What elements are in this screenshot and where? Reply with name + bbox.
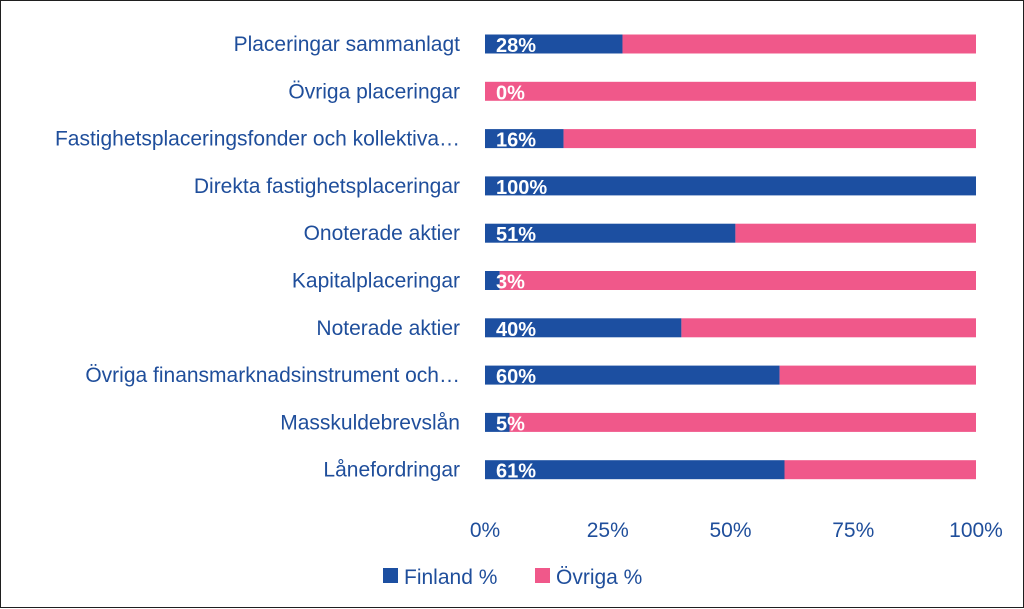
category-label: Noterade aktier <box>316 317 460 340</box>
category-label: Fastighetsplaceringsfonder och kollektiv… <box>55 128 460 151</box>
x-tick-label: 0% <box>470 519 500 542</box>
legend-label: Övriga % <box>556 566 642 589</box>
bar-segment-finland <box>485 365 780 385</box>
bar-segment-ovriga <box>622 34 976 54</box>
legend-swatch-ovriga <box>535 568 550 583</box>
data-label: 40% <box>496 319 536 341</box>
data-label: 60% <box>496 366 536 388</box>
category-label: Kapitalplaceringar <box>292 270 460 293</box>
bar-segment-ovriga <box>563 129 976 149</box>
x-tick-label: 25% <box>587 519 629 542</box>
bar-segment-ovriga <box>784 460 976 480</box>
category-label: Direkta fastighetsplaceringar <box>194 175 460 198</box>
bar-segment-finland <box>485 129 564 149</box>
bar-segment-ovriga <box>681 318 976 338</box>
bar-segment-ovriga <box>735 223 976 243</box>
category-label: Övriga placeringar <box>288 80 460 103</box>
category-label: Placeringar sammanlagt <box>234 33 461 56</box>
bar-segment-finland <box>485 412 510 432</box>
bar-segment-ovriga <box>509 412 976 432</box>
legend-swatch-finland <box>383 568 398 583</box>
bar-segment-finland <box>485 318 682 338</box>
data-label: 28% <box>496 35 536 57</box>
data-label: 16% <box>496 130 536 152</box>
category-label: Masskuldebrevslån <box>280 411 460 434</box>
category-label: Onoterade aktier <box>304 222 460 245</box>
bar-segment-finland <box>485 223 736 243</box>
bar-segment-finland <box>485 460 785 480</box>
data-label: 3% <box>496 272 525 294</box>
data-label: 61% <box>496 461 536 483</box>
bar-segment-ovriga <box>485 81 976 101</box>
bar-segment-finland <box>485 176 976 196</box>
category-label: Lånefordringar <box>323 459 460 482</box>
data-label: 100% <box>496 177 547 199</box>
x-tick-label: 100% <box>949 519 1003 542</box>
bar-segment-finland <box>485 34 623 54</box>
legend-label: Finland % <box>404 566 497 589</box>
data-label: 5% <box>496 413 525 435</box>
data-label: 0% <box>496 82 525 104</box>
bar-segment-ovriga <box>779 365 976 385</box>
x-tick-label: 75% <box>832 519 874 542</box>
category-label: Övriga finansmarknadsinstrument och… <box>85 364 460 387</box>
bar-segment-finland <box>485 271 500 290</box>
x-tick-label: 50% <box>709 519 751 542</box>
bar-segment-ovriga <box>499 271 976 290</box>
data-label: 51% <box>496 224 536 246</box>
